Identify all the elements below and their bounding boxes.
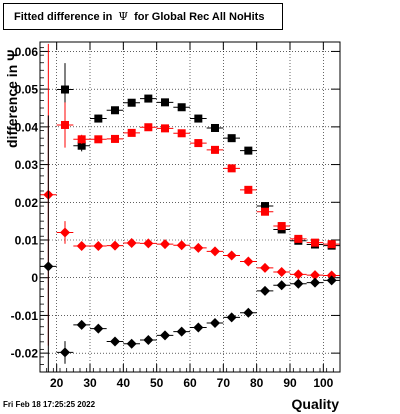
data-point (93, 323, 104, 334)
data-point (260, 262, 270, 273)
x-tick-label: 50 (150, 376, 164, 390)
data-point (160, 330, 170, 341)
y-tick-label: 0 (31, 271, 38, 285)
data-point (310, 277, 320, 288)
timestamp: Fri Feb 18 17:25:25 2022 (3, 400, 96, 409)
data-point (126, 338, 137, 349)
x-tick-label: 90 (283, 376, 297, 390)
x-tick-label: 100 (313, 376, 333, 390)
y-tick-label: 0.05 (15, 83, 39, 97)
data-point (244, 146, 253, 155)
data-point (276, 267, 287, 278)
data-point (76, 241, 87, 252)
x-tick-label: 20 (50, 376, 64, 390)
data-point (160, 239, 170, 250)
data-point (211, 145, 219, 154)
x-tick-label: 70 (217, 376, 231, 390)
plot-frame (39, 41, 341, 373)
data-point (127, 98, 136, 107)
x-axis-label: Quality (291, 396, 339, 412)
chart-title-prefix: Fitted difference in (14, 11, 113, 23)
data-point (76, 319, 87, 330)
data-point (93, 241, 104, 252)
data-point (243, 307, 254, 318)
data-point (244, 185, 253, 194)
data-point (161, 98, 169, 107)
data-point (276, 280, 287, 291)
data-point (60, 227, 70, 238)
data-point (60, 347, 70, 358)
data-point (261, 207, 269, 216)
data-point (111, 106, 119, 115)
data-point (293, 269, 304, 280)
data-point (194, 139, 203, 148)
chart-title-psi: Ψ (118, 10, 129, 23)
y-axis-label: difference in Ψ (4, 49, 20, 148)
data-point (144, 94, 153, 103)
data-point (210, 246, 220, 257)
data-point (293, 278, 304, 289)
axis-layer: 20 30 40 50 60 70 80 90 100 -0.02 -0.01 0 0.01 0.02 0.… (11, 42, 341, 390)
y-tick-label: -0.01 (11, 309, 39, 323)
data-point (227, 164, 236, 173)
y-tick-label: 0.06 (15, 45, 39, 59)
chart-title-suffix: for Global Rec All NoHits (134, 11, 265, 23)
y-tick-label: -0.02 (11, 347, 39, 361)
x-tick-label: 30 (83, 376, 97, 390)
data-point (143, 238, 154, 249)
data-point (77, 141, 86, 150)
data-point (161, 124, 169, 133)
data-point (127, 128, 136, 137)
data-point (210, 317, 220, 328)
data-point (194, 114, 203, 123)
data-point (126, 238, 137, 249)
data-point (177, 129, 186, 138)
series-2 (40, 43, 340, 346)
data-point (144, 123, 153, 132)
x-tick-label: 40 (117, 376, 131, 390)
series-1 (56, 102, 340, 249)
x-tick-label: 80 (250, 376, 264, 390)
data-point (110, 240, 120, 251)
data-point (61, 85, 69, 94)
data-point (177, 103, 186, 112)
series-3 (40, 115, 340, 372)
data-point (111, 134, 119, 143)
data-point (61, 120, 69, 129)
data-point (226, 250, 237, 261)
y-tick-label: 0.03 (15, 158, 39, 172)
data-point (43, 261, 54, 272)
data-point (193, 242, 204, 253)
data-point (260, 285, 270, 296)
data-point (176, 240, 187, 251)
grid-layer (40, 42, 340, 372)
y-tick-label: 0.04 (15, 120, 39, 134)
data-point (311, 238, 319, 247)
data-point (277, 222, 286, 231)
data-point (176, 326, 187, 337)
x-tick-label: 60 (183, 376, 197, 390)
data-point (327, 240, 336, 249)
data-point (243, 256, 254, 267)
data-point (294, 234, 303, 243)
series-0 (56, 63, 340, 250)
data-point (326, 275, 337, 286)
data-point (94, 135, 103, 144)
y-tick-label: 0.02 (15, 196, 39, 210)
data-point (193, 322, 204, 333)
data-layer (40, 43, 340, 372)
y-tick-label: 0.01 (15, 234, 39, 248)
data-point (227, 134, 236, 143)
data-point (143, 334, 154, 345)
data-point (94, 114, 103, 123)
data-point (226, 312, 237, 323)
data-point (211, 123, 219, 132)
data-point (77, 135, 86, 144)
data-point (310, 270, 320, 281)
data-point (261, 202, 269, 211)
data-point (110, 336, 120, 347)
